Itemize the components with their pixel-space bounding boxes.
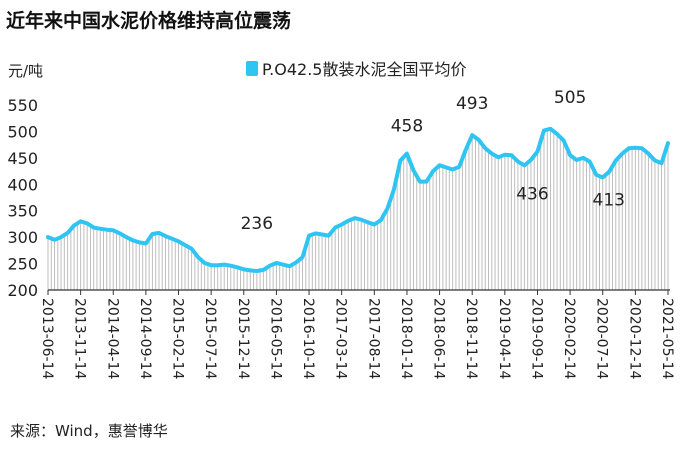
x-tick-label: 2014-04-14 [104,298,120,379]
series-line [46,126,670,273]
y-axis: 200 250 300 350 400 450 500 550 [7,96,38,300]
fill-bars [47,129,669,290]
x-tick-label: 2020-02-14 [561,298,577,379]
y-axis-unit: 元/吨 [8,62,44,80]
x-tick-label: 2020-07-14 [594,298,610,379]
chart-title: 近年来中国水泥价格维持高位震荡 [6,10,292,32]
x-tick-label: 2018-11-14 [463,298,479,379]
legend: P.O42.5散装水泥全国平均价 [246,56,466,80]
data-label: 236 [241,214,273,234]
y-tick-label: 250 [7,255,38,274]
x-tick-label: 2016-05-14 [267,298,283,379]
data-label: 436 [516,184,548,204]
series-line-group [46,126,670,273]
y-tick-label: 350 [7,202,38,221]
legend-label: P.O42.5散装水泥全国平均价 [262,60,467,79]
annotations: 236 458 493 436 505 413 [241,88,625,234]
data-label: 413 [593,190,625,210]
x-tick-label: 2021-05-14 [659,298,675,379]
x-tick-label: 2017-08-14 [365,298,381,379]
x-tick-label: 2014-09-14 [137,298,153,379]
x-tick-label: 2015-07-14 [202,298,218,379]
x-tick-label: 2015-12-14 [235,298,251,379]
y-tick-label: 400 [7,175,38,194]
y-tick-label: 500 [7,122,38,141]
x-tick-label: 2016-10-14 [300,298,316,379]
x-tick-label: 2013-11-14 [72,298,88,379]
x-tick-label: 2019-09-14 [528,298,544,379]
x-tick-label: 2018-06-14 [431,298,447,379]
x-tick-label: 2017-03-14 [333,298,349,379]
x-tick-label: 2015-02-14 [170,298,186,379]
y-tick-label: 550 [7,96,38,115]
data-label: 458 [391,117,423,137]
x-tick-label: 2013-06-14 [39,298,55,379]
legend-swatch [246,60,258,76]
data-label: 493 [456,94,488,114]
x-tick-label: 2019-04-14 [496,298,512,379]
y-tick-label: 200 [7,281,38,300]
source-note: 来源：Wind，惠誉博华 [10,422,168,440]
y-tick-label: 450 [7,149,38,168]
data-label: 505 [554,88,586,108]
x-axis: 2013-06-14 2013-11-14 2014-04-14 2014-09-14… [39,289,675,379]
x-tick-label: 2020-12-14 [626,298,642,379]
y-tick-label: 300 [7,228,38,247]
x-tick-label: 2018-01-14 [398,298,414,379]
